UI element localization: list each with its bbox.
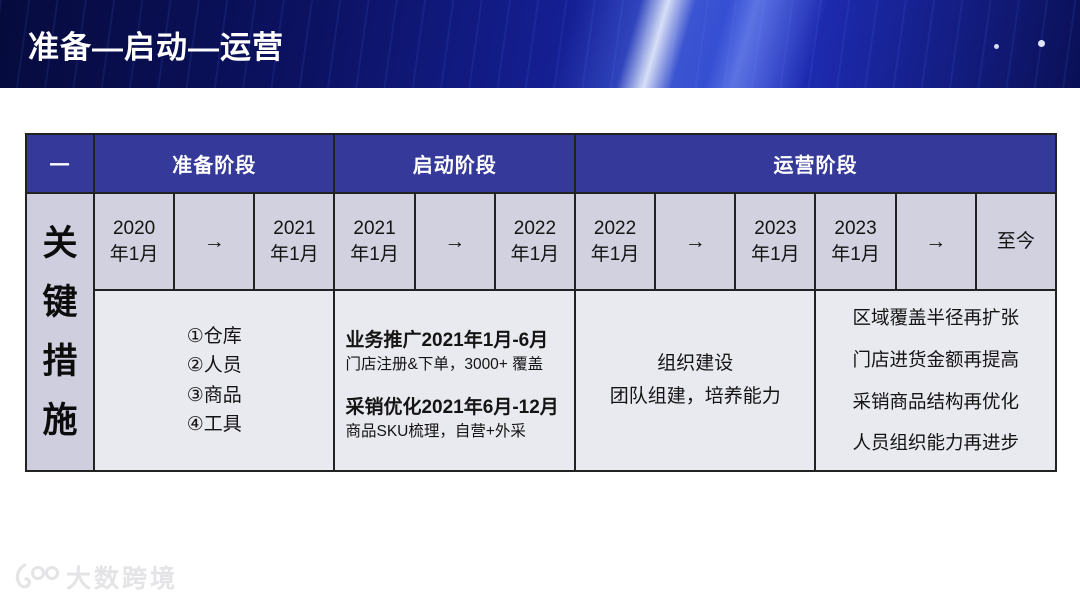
ops-team-line: 团队组建，培养能力 [609, 385, 781, 407]
arrow-icon: → [175, 194, 254, 289]
ops-growth-line: 区域覆盖半径再扩张 [852, 307, 1019, 329]
list-item: ②人员 [186, 355, 242, 377]
arrow-icon: → [415, 194, 494, 289]
phase-header-ops: 运营阶段 [575, 135, 1055, 192]
measures-ops-growth-cell: 区域覆盖半径再扩张 门店进货金额再提高 采销商品结构再优化 人员组织能力再进步 [816, 291, 1055, 470]
ops-team-line: 组织建设 [657, 353, 734, 375]
timeline-month: 年1月 [350, 243, 399, 265]
list-item: ④工具 [186, 413, 242, 435]
measures-ops-team-cell: 组织建设 团队组建，培养能力 [575, 291, 815, 470]
row-label-key-measures: 关 键 措 施 [27, 194, 93, 470]
ops-team-text: 组织建设 团队组建，培养能力 [610, 348, 781, 413]
table-index-cell: 一 [27, 135, 93, 192]
phase-table: 一 准备阶段 启动阶段 运营阶段 关 键 措 施 2020 年1月 → 2021… [25, 133, 1057, 472]
phase-header-launch: 启动阶段 [335, 135, 574, 192]
timeline-year: 2020 [112, 218, 156, 240]
slide-banner: 准备—启动—运营 [0, 0, 1080, 88]
row-label-char: 施 [42, 401, 78, 440]
timeline-cell-present: 至今 [976, 194, 1055, 289]
timeline-month: 年1月 [590, 243, 640, 265]
timeline-present: 至今 [996, 230, 1035, 252]
arrow-icon: → [896, 194, 975, 289]
brand-100-logo-icon [15, 563, 59, 589]
launch-block2-title: 采销优化2021年6月-12月 [345, 397, 559, 419]
timeline-cell: 2023 年1月 [736, 194, 815, 289]
launch-block1-desc: 门店注册&下单，3000+ 覆盖 [345, 355, 544, 373]
timeline-cell: 2021 年1月 [255, 194, 334, 289]
row-label-char: 键 [42, 283, 78, 322]
timeline-year: 2023 [754, 218, 797, 240]
banner-dot-large [1038, 40, 1045, 47]
timeline-year: 2022 [513, 218, 557, 240]
launch-block1-title: 业务推广2021年1月-6月 [345, 330, 549, 351]
timeline-month: 年1月 [831, 243, 880, 265]
page-title: 准备—启动—运营 [28, 30, 284, 65]
ops-growth-text: 区域覆盖半径再扩张 门店进货金额再提高 采销商品结构再优化 人员组织能力再进步 [852, 297, 1019, 464]
prep-list: ①仓库 ②人员 ③商品 ④工具 [187, 322, 242, 440]
timeline-month: 年1月 [109, 243, 159, 265]
row-label-char: 措 [42, 342, 78, 381]
phase-header-prep: 准备阶段 [95, 135, 334, 192]
timeline-cell: 2021 年1月 [335, 194, 414, 289]
row-label-char: 关 [42, 224, 78, 263]
banner-dot-small [994, 44, 999, 49]
launch-block2-desc: 商品SKU梳理，自营+外采 [345, 422, 526, 440]
timeline-cell: 2022 年1月 [575, 194, 655, 289]
ops-growth-line: 采销商品结构再优化 [852, 390, 1019, 412]
measures-prep-cell: ①仓库 ②人员 ③商品 ④工具 [95, 291, 334, 470]
timeline-cell: 2020 年1月 [95, 194, 174, 289]
brand-watermark: 大数跨境 [14, 559, 178, 595]
timeline-year: 2023 [834, 218, 877, 240]
list-item: ③商品 [186, 384, 242, 406]
timeline-cell: 2023 年1月 [816, 194, 895, 289]
timeline-year: 2021 [273, 218, 316, 240]
timeline-month: 年1月 [751, 243, 800, 265]
timeline-month: 年1月 [510, 243, 560, 265]
brand-name: 大数跨境 [66, 565, 179, 593]
ops-growth-line: 门店进货金额再提高 [852, 348, 1019, 370]
timeline-year: 2022 [593, 218, 637, 240]
timeline-year: 2021 [353, 218, 396, 240]
timeline-cell: 2022 年1月 [495, 194, 574, 289]
list-item: ①仓库 [186, 325, 242, 347]
measures-launch-cell: 业务推广2021年1月-6月 门店注册&下单，3000+ 覆盖 采销优化2021… [335, 291, 574, 470]
arrow-icon: → [656, 194, 735, 289]
ops-growth-line: 人员组织能力再进步 [852, 432, 1019, 454]
timeline-month: 年1月 [270, 243, 319, 265]
